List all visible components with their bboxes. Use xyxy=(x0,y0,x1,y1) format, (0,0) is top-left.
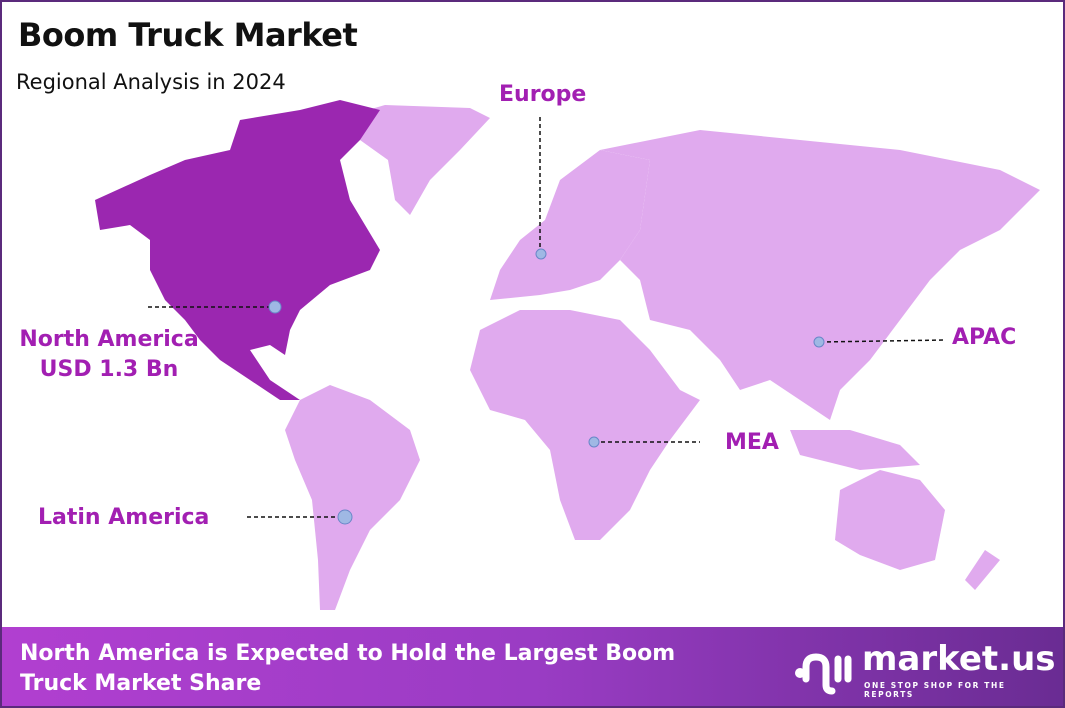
label-latin-america: Latin America xyxy=(38,505,210,530)
new-zealand xyxy=(965,550,1000,590)
label-north-america: North America USD 1.3 Bn xyxy=(14,325,204,385)
footer-banner: North America is Expected to Hold the La… xyxy=(2,627,1063,706)
latin-america-region xyxy=(285,385,420,610)
label-europe: Europe xyxy=(499,82,587,107)
label-north-america-name: North America xyxy=(19,327,199,352)
world-map xyxy=(95,100,1040,610)
label-apac: APAC xyxy=(952,325,1017,350)
page-subtitle: Regional Analysis in 2024 xyxy=(16,70,286,94)
logo-word: market.us xyxy=(862,639,1056,679)
north-america-region xyxy=(95,100,380,400)
marker-mea xyxy=(588,436,600,448)
footer-text: North America is Expected to Hold the La… xyxy=(20,641,676,696)
asia-region xyxy=(600,130,1040,420)
marker-apac xyxy=(813,336,825,348)
africa-region xyxy=(470,310,700,540)
label-mea: MEA xyxy=(725,430,779,455)
label-north-america-value: USD 1.3 Bn xyxy=(39,357,179,382)
europe-region xyxy=(490,150,650,300)
market-us-logo: market.us ONE STOP SHOP FOR THE REPORTS xyxy=(792,639,1056,699)
logo-icon xyxy=(795,653,852,695)
marker-north-america xyxy=(268,300,282,314)
logo-tagline: ONE STOP SHOP FOR THE REPORTS xyxy=(864,681,1006,699)
marker-latin-america xyxy=(337,509,353,525)
oceania-region xyxy=(835,470,945,570)
greenland xyxy=(350,105,490,215)
marker-europe xyxy=(535,248,547,260)
southeast-asia-islands xyxy=(790,430,920,470)
page-title: Boom Truck Market xyxy=(18,16,358,54)
